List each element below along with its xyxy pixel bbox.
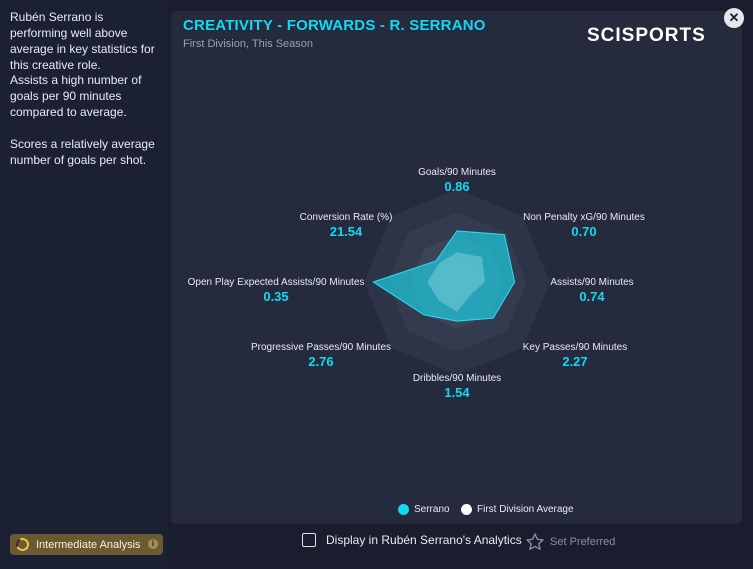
radar-axis-label: Goals/90 Minutes	[418, 167, 496, 178]
radar-axis-value: 0.35	[263, 289, 289, 304]
info-icon[interactable]: i	[148, 539, 158, 549]
average-legend-dot	[461, 504, 472, 515]
radar-axis-value: 21.54	[329, 224, 363, 239]
radar-axis-label: Dribbles/90 Minutes	[412, 373, 502, 384]
radar-axis-value: 0.86	[444, 179, 470, 194]
insight-text: Rubén Serrano is performing well above a…	[10, 10, 155, 72]
radar-series-serrano	[372, 230, 516, 322]
radar-series-first-division-average	[427, 252, 485, 312]
radar-axis-value: 1.54	[444, 385, 470, 400]
legend-label: First Division Average	[477, 504, 574, 515]
analysis-level-label: Intermediate Analysis	[36, 538, 141, 551]
set-preferred-button[interactable]: Set Preferred	[525, 532, 615, 552]
insight-text: Scores a relatively average number of go…	[10, 137, 155, 167]
radar-axis-label: Non Penalty xG/90 Minutes	[523, 212, 645, 223]
legend-item-serrano: Serrano	[398, 504, 450, 515]
radar-axis-label: Progressive Passes/90 Minutes	[250, 342, 392, 353]
serrano-legend-dot	[398, 504, 409, 515]
card-title: CREATIVITY - FORWARDS - R. SERRANO	[183, 17, 486, 34]
radar-axis-value: 2.27	[562, 354, 588, 369]
scisports-logo: SCISPORTS	[587, 25, 706, 46]
radar-axis-label: Open Play Expected Assists/90 Minutes	[187, 277, 365, 288]
insight-text: Assists a high number of goals per 90 mi…	[10, 73, 142, 119]
display-in-analytics-toggle[interactable]: Display in Rubén Serrano's Analytics	[302, 533, 522, 547]
legend-item-average: First Division Average	[461, 504, 574, 515]
radar-axis-label: Conversion Rate (%)	[299, 212, 393, 223]
legend-label: Serrano	[414, 504, 450, 515]
radar-axis-label: Assists/90 Minutes	[550, 277, 634, 288]
radar-axis-label: Key Passes/90 Minutes	[522, 342, 628, 353]
intermediate-analysis-button[interactable]: Intermediate Analysis i	[10, 534, 163, 555]
star-outline-icon	[526, 533, 544, 550]
card-subtitle: First Division, This Season	[183, 38, 314, 50]
insights-sidebar: Rubén Serrano is performing well above a…	[0, 0, 168, 569]
radar-axis-value: 0.74	[579, 289, 605, 304]
checkbox[interactable]	[302, 533, 316, 547]
checkbox-label: Display in Rubén Serrano's Analytics	[326, 533, 522, 547]
radar-axis-value: 0.70	[571, 224, 597, 239]
set-preferred-label: Set Preferred	[550, 536, 616, 548]
close-button[interactable]: ✕	[724, 8, 744, 28]
radar-axis-value: 2.76	[308, 354, 334, 369]
